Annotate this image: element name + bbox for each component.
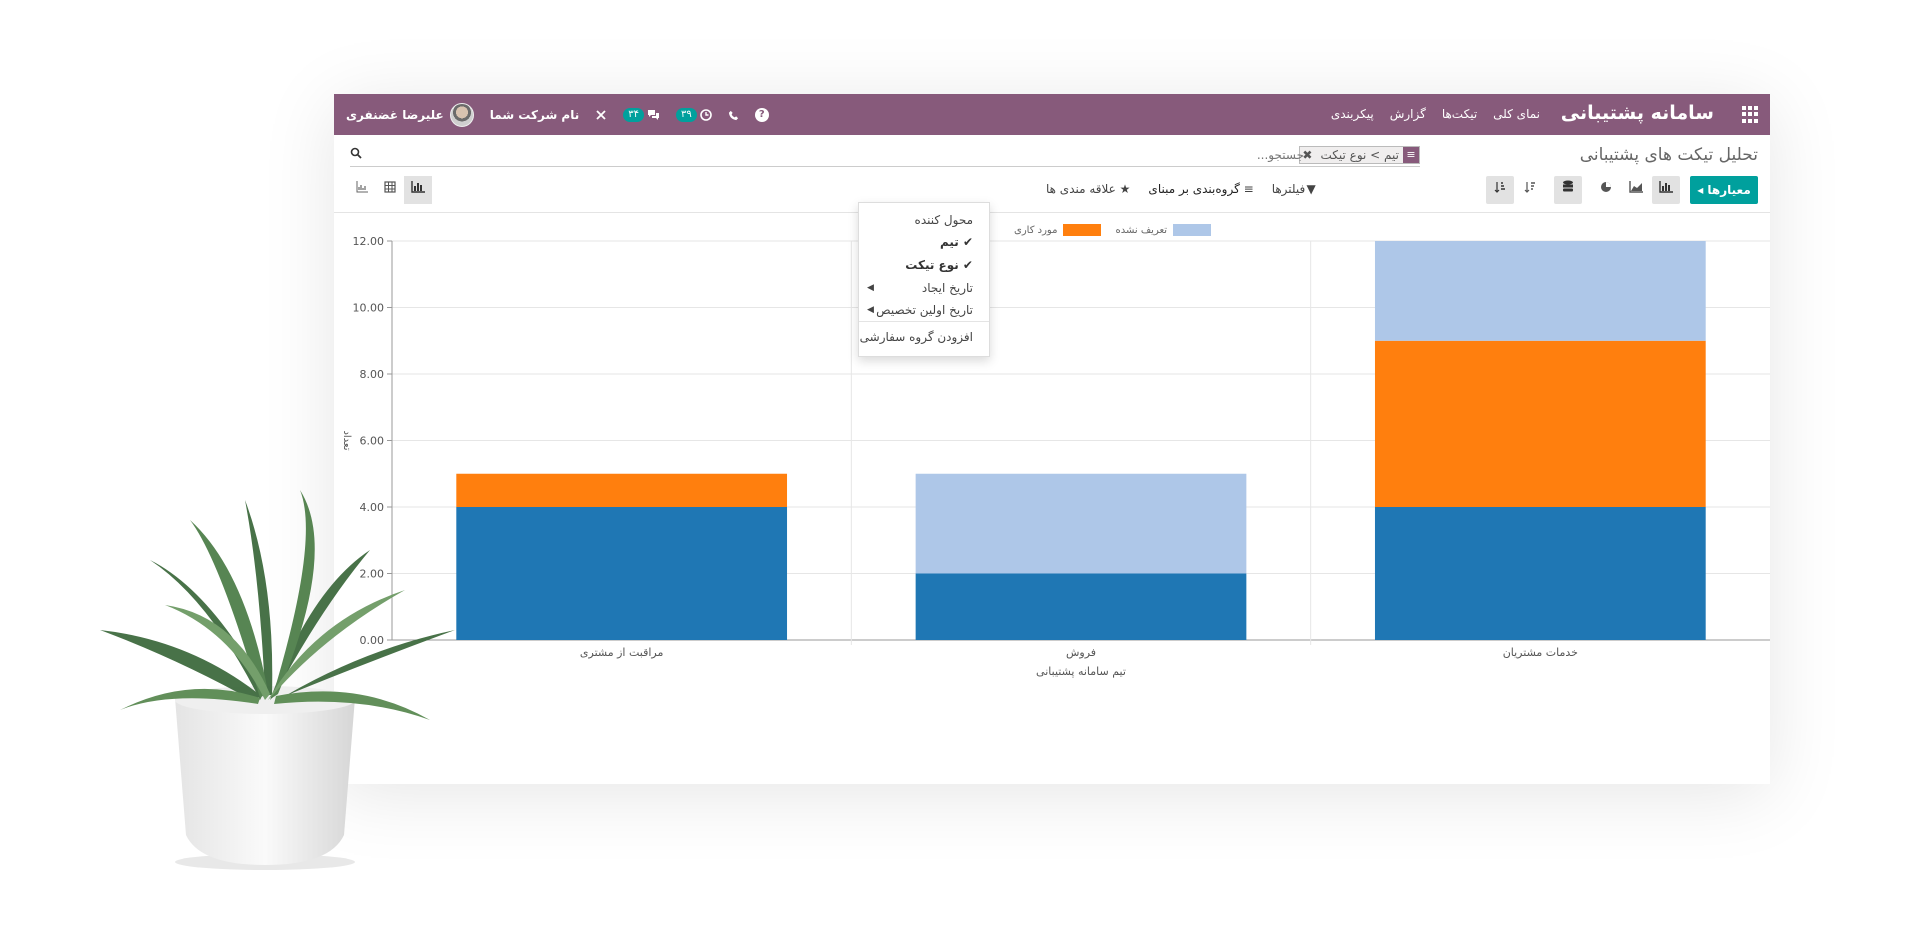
favorites-button[interactable]: ★ علاقه مندی ها	[1046, 182, 1131, 196]
graph-controls	[1486, 176, 1680, 204]
bar-segment	[915, 473, 1247, 574]
y-tick-label: 2.00	[360, 568, 385, 581]
graph-view-icon[interactable]	[404, 176, 432, 204]
view-switcher	[348, 176, 432, 204]
legend-item-undefined[interactable]: تعریف نشده	[1115, 224, 1212, 236]
groupby-dropdown: محول کننده ✔ تیم ✔ نوع تیکت تاریخ ایجاد ◀ تار…	[858, 202, 990, 357]
user-name: علیرضا غضنفری	[346, 108, 444, 122]
legend-swatch	[1063, 224, 1102, 236]
legend-label: تعریف نشده	[1115, 225, 1168, 236]
filters-label: فیلترها	[1271, 182, 1306, 196]
x-tick-label: فروش	[1066, 646, 1096, 659]
measures-label: معیارها	[1707, 183, 1751, 197]
bar-segment	[1374, 340, 1706, 507]
activities-badge: ۳۹	[675, 108, 697, 122]
stacked-icon[interactable]	[1554, 176, 1582, 204]
company-name: نام شرکت شما	[489, 108, 580, 122]
groupby-option[interactable]: تاریخ ایجاد	[921, 281, 973, 295]
search-facet[interactable]: ≡ تیم > نوع تیکت ✖	[1299, 146, 1420, 164]
search-bar: ≡ تیم > نوع تیکت ✖	[350, 144, 1420, 167]
help-button[interactable]: ?	[754, 108, 769, 122]
groupby-icon: ≡	[1403, 147, 1419, 163]
y-tick-label: 6.00	[360, 435, 385, 448]
groupby-label: گروه‌بندی بر مبنای	[1148, 182, 1240, 196]
menu-item-reporting[interactable]: گزارش	[1389, 107, 1426, 121]
company-switcher[interactable]: نام شرکت شما	[490, 108, 579, 122]
control-panel-divider	[334, 212, 1770, 213]
avatar	[449, 103, 474, 127]
bar-segment	[915, 573, 1247, 640]
messages-badge: ۳۴	[623, 108, 644, 122]
main-menu: نمای کلی تیکت‌ها گزارش پیکربندی	[1331, 107, 1540, 121]
groupby-option[interactable]: محول کننده	[914, 213, 973, 227]
chat-icon	[647, 110, 659, 120]
bar-segment	[456, 473, 788, 507]
line-chart-icon[interactable]	[1622, 176, 1650, 204]
groupby-option[interactable]: تاریخ اولین تخصیص	[876, 303, 973, 317]
groupby-option[interactable]: ✔ تیم	[939, 235, 973, 249]
caret-left-icon: ◀	[867, 283, 874, 293]
plant-decoration	[100, 490, 455, 870]
y-tick-label: 12.00	[353, 235, 385, 248]
add-custom-group[interactable]: افزودن گروه سفارشی	[859, 330, 973, 344]
help-icon: ?	[754, 108, 769, 122]
x-tick-label: خدمات مشتریان	[1503, 646, 1578, 659]
caret-left-icon: ◀	[867, 305, 874, 315]
chart-legend: تعریف نشده مورد کاری	[1014, 224, 1212, 236]
phone-icon	[728, 110, 738, 120]
facet-value: تیم > نوع تیکت	[1320, 148, 1399, 162]
sort-descending-icon[interactable]	[1516, 176, 1544, 204]
favorites-label: علاقه مندی ها	[1046, 182, 1116, 196]
systray: ? ۳۹ ۳۴ نام شرکت شما علیرضا غضنفری	[346, 101, 769, 129]
groupby-option[interactable]: ✔ نوع تیکت	[905, 258, 973, 272]
y-axis-label: تعداد	[341, 430, 352, 450]
pie-chart-icon[interactable]	[1592, 176, 1620, 204]
menu-item-overview[interactable]: نمای کلی	[1493, 107, 1540, 121]
clock-icon	[699, 109, 712, 121]
bar-segment	[1374, 507, 1706, 640]
search-icon[interactable]	[350, 147, 362, 162]
measures-button[interactable]: معیارها ◂	[1690, 176, 1758, 204]
apps-grid-icon[interactable]	[1741, 106, 1758, 123]
app-window: سامانه پشتیبانی نمای کلی تیکت‌ها گزارش پ…	[334, 94, 1770, 784]
x-tick-label: مراقبت از مشتری	[580, 646, 664, 659]
dropdown-divider	[859, 321, 989, 322]
app-title: سامانه پشتیبانی	[1560, 102, 1714, 124]
tools-button[interactable]	[595, 109, 607, 121]
legend-label: مورد کاری	[1014, 225, 1058, 236]
y-tick-label: 10.00	[353, 302, 385, 315]
stacked-bar-chart: 0.00 2.00 4.00 6.00 8.00 10.00 12.00 خدمات مشتر…	[341, 235, 1770, 678]
page-title: تحلیل تیکت های پشتیبانی	[1579, 145, 1758, 165]
y-tick-label: 4.00	[360, 501, 385, 514]
bar-chart-icon[interactable]	[1652, 176, 1680, 204]
search-input[interactable]	[1124, 146, 1304, 164]
cohort-view-icon[interactable]	[348, 176, 376, 204]
sort-ascending-icon[interactable]	[1486, 176, 1514, 204]
activities-button[interactable]: ۳۹	[675, 108, 712, 122]
y-tick-label: 0.00	[360, 634, 385, 647]
groupby-button[interactable]: ≡ گروه‌بندی بر مبنای	[1148, 182, 1254, 196]
x-axis-label: تیم سامانه پشتیبانی	[1036, 665, 1126, 678]
user-menu[interactable]: علیرضا غضنفری	[346, 103, 474, 127]
tools-icon	[596, 110, 606, 120]
menu-item-tickets[interactable]: تیکت‌ها	[1441, 107, 1478, 121]
legend-swatch	[1173, 224, 1212, 236]
menu-item-configuration[interactable]: پیکربندی	[1330, 107, 1374, 121]
y-tick-label: 8.00	[360, 368, 385, 381]
pivot-view-icon[interactable]	[376, 176, 404, 204]
messages-button[interactable]: ۳۴	[623, 108, 660, 122]
facet-remove-icon[interactable]: ✖	[1302, 148, 1313, 162]
filters-button[interactable]: ▼ فیلترها	[1271, 182, 1316, 196]
top-navbar: سامانه پشتیبانی نمای کلی تیکت‌ها گزارش پ…	[334, 94, 1770, 135]
bar-segment	[456, 507, 788, 640]
legend-item-work[interactable]: مورد کاری	[1014, 224, 1102, 236]
bar-segment	[1374, 241, 1706, 341]
phone-button[interactable]	[728, 110, 739, 121]
search-options: ▼ فیلترها ≡ گروه‌بندی بر مبنای ★ علاقه م…	[1046, 182, 1316, 196]
